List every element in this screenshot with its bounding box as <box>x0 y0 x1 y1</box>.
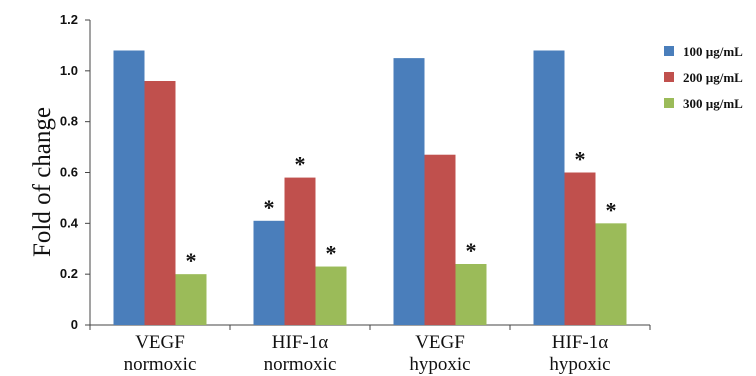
category-label: HIF-1α <box>272 332 328 353</box>
significance-star: * <box>326 241 337 266</box>
bar <box>284 177 316 325</box>
y-ticks: 0 0.2 0.4 0.6 0.8 1.0 1.2 <box>60 12 90 332</box>
bar <box>393 58 425 325</box>
significance-star: * <box>295 152 306 177</box>
y-tick-label: 0.2 <box>60 266 78 281</box>
category-sublabel: hypoxic <box>549 354 610 375</box>
bar <box>144 81 176 325</box>
bar <box>175 274 207 325</box>
legend-label: 300 µg/mL <box>683 96 743 111</box>
significance-star: * <box>264 195 275 220</box>
y-tick-label: 0.6 <box>60 165 78 180</box>
legend-label: 200 µg/mL <box>683 70 743 85</box>
bar <box>455 264 487 325</box>
legend-label: 100 µg/mL <box>683 44 743 59</box>
category-label: VEGF <box>135 332 185 353</box>
bar <box>113 50 145 325</box>
category-labels: VEGFnormoxicHIF-1αnormoxicVEGFhypoxicHIF… <box>124 332 611 375</box>
significance-star: * <box>606 197 617 222</box>
bar <box>595 223 627 325</box>
y-tick-label: 0.8 <box>60 114 78 129</box>
significance-markers: * * * * * * * <box>186 147 617 274</box>
bar <box>564 172 596 325</box>
category-sublabel: normoxic <box>124 354 197 375</box>
category-label: HIF-1α <box>552 332 608 353</box>
category-label: VEGF <box>415 332 465 353</box>
category-sublabel: hypoxic <box>409 354 470 375</box>
y-tick-label: 0.4 <box>60 215 79 230</box>
significance-star: * <box>186 248 197 273</box>
bar <box>315 266 347 325</box>
legend: 100 µg/mL 200 µg/mL 300 µg/mL <box>664 44 743 111</box>
y-tick-label: 0 <box>71 317 78 332</box>
bar <box>533 50 565 325</box>
legend-swatch <box>664 46 674 56</box>
y-tick-label: 1.0 <box>60 63 78 78</box>
bars <box>113 50 627 325</box>
y-axis-label: Fold of change <box>29 107 56 257</box>
significance-star: * <box>466 238 477 263</box>
y-tick-label: 1.2 <box>60 12 78 27</box>
category-sublabel: normoxic <box>264 354 337 375</box>
bar <box>253 220 285 325</box>
legend-swatch <box>664 98 674 108</box>
bar <box>424 154 456 325</box>
significance-star: * <box>575 147 586 172</box>
legend-swatch <box>664 72 674 82</box>
